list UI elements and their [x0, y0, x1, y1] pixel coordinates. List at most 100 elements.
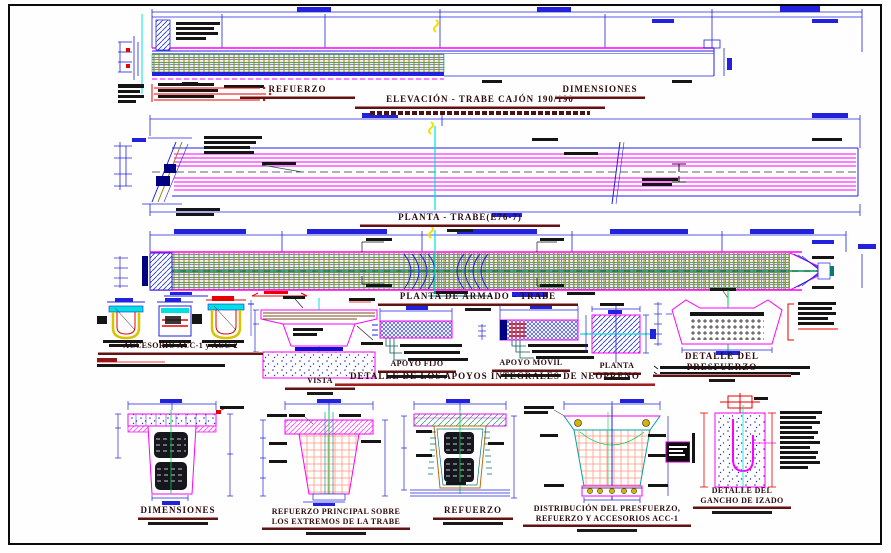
- title-gancho-line1: DETALLE DEL: [711, 486, 773, 495]
- vista-support-block: [262, 351, 376, 379]
- accesorio-drawing: [97, 296, 254, 367]
- dim-section-shape: [127, 410, 217, 495]
- title-dimensiones-top: DIMENSIONES: [555, 84, 645, 99]
- sheet-border-frame: [8, 4, 882, 545]
- anchor-marks: [672, 163, 686, 183]
- distribucion-drawing: [524, 399, 690, 503]
- acc-detail-1: [97, 298, 145, 347]
- planta-trabe-drawing: [114, 113, 861, 217]
- refuerzo-section: [410, 410, 510, 497]
- scale-smudge: [709, 378, 735, 382]
- presfuerzo-drawing: [653, 288, 838, 376]
- title-rule: [433, 516, 513, 520]
- scale-smudge: [465, 307, 491, 311]
- title-rule: [240, 95, 355, 99]
- dimensiones-section-drawing: [115, 399, 244, 505]
- title-rule: [378, 369, 456, 373]
- gancho-drawing: [692, 393, 822, 491]
- title-elevacion: ELEVACIÓN - TRABE CAJÓN 190/190: [355, 94, 605, 115]
- strand-lines: [174, 153, 856, 191]
- title-detalle-apoyos-label: DETALLE DE LOS APOYOS INTEGRALES DE NEOP…: [350, 371, 640, 381]
- title-dimensiones-bottom: DIMENSIONES: [138, 505, 218, 525]
- scale-smudge: [387, 374, 447, 378]
- title-refuerzo-extremos-line2: LOS EXTREMOS DE LA TRABE: [271, 516, 401, 526]
- title-rule: [355, 105, 605, 109]
- skewed-end: [142, 137, 192, 205]
- section-mark-icon: [428, 226, 434, 239]
- title-rule: [593, 371, 641, 375]
- title-rule: [555, 95, 645, 99]
- acc-detail-2: [157, 298, 193, 347]
- title-rule: [285, 386, 355, 390]
- title-rule: [653, 373, 791, 377]
- gancho-concrete-block: [714, 412, 766, 488]
- planta-dimension-frame: [114, 115, 861, 216]
- apoyo-movil-pad: [499, 319, 579, 341]
- title-gancho-line2: GANCHO DE IZADO: [700, 495, 784, 505]
- title-rule: [693, 506, 791, 510]
- strand-pattern: [690, 318, 764, 340]
- beam-plan-outline: [172, 147, 859, 197]
- apoyo-fijo-pad: [379, 320, 453, 339]
- armado-dim-lines: [149, 231, 863, 288]
- acc-notes: [97, 358, 225, 367]
- title-planta-apoyo-label: PLANTA: [599, 361, 635, 370]
- dim-section-dims: [115, 401, 233, 501]
- armado-dim-labels: [174, 229, 876, 249]
- refuerzo-extremos-drawing: [260, 399, 388, 506]
- title-planta-armado-label: PLANTA DE ARMADO - TRABE: [399, 291, 557, 301]
- title-dimensiones-bottom-label: DIMENSIONES: [140, 505, 216, 515]
- planta-apoyo-drawing: [580, 303, 656, 363]
- title-rule: [138, 516, 218, 520]
- gancho-notes: [780, 411, 822, 469]
- scale-smudge: [148, 521, 208, 525]
- title-planta-trabe: PLANTA - TRABE(E76-7): [360, 212, 560, 232]
- title-refuerzo-bottom: REFUERZO: [433, 505, 513, 525]
- title-accesorio: ACCESORIO ACC-1 y ACC-2: [98, 341, 263, 355]
- title-distribucion-line1: DISTRIBUCIÓN DEL PRESFUERZO,: [533, 504, 681, 513]
- title-planta-trabe-label: PLANTA - TRABE(E76-7): [398, 212, 522, 222]
- presfuerzo-note-block: [798, 302, 836, 325]
- section-mark-icon: [433, 19, 439, 33]
- distribucion-legend-box: [665, 441, 690, 463]
- scale-smudge: [577, 529, 637, 533]
- scale-smudge: [447, 228, 473, 232]
- reinforcement-legend: [118, 83, 272, 103]
- gancho-top-dims: [720, 393, 760, 415]
- end-anchor-detail: [155, 19, 171, 51]
- elevation-left-notes: [176, 22, 220, 40]
- scale-smudge: [501, 373, 561, 377]
- apoyo-fijo-leaders: [385, 338, 406, 361]
- scale-smudge: [307, 391, 333, 395]
- title-rule: [98, 351, 263, 355]
- title-rule: [492, 368, 570, 372]
- title-rule: [378, 302, 578, 306]
- title-distribucion: DISTRIBUCIÓN DEL PRESFUERZO, REFUERZO Y …: [523, 504, 691, 533]
- planta-notes: [176, 136, 842, 216]
- planta-armado-drawing: [114, 226, 876, 297]
- title-detalle-presfuerzo: DETALLE DEL PRESFUERZO: [653, 351, 791, 382]
- title-distribucion-line2: REFUERZO Y ACCESORIOS ACC-1: [535, 513, 679, 523]
- refuerzo-section-drawing: [401, 399, 517, 499]
- distribucion-section: [563, 406, 661, 500]
- title-accesorio-label: ACCESORIO ACC-1 y ACC-2: [123, 341, 238, 350]
- title-refuerzo-extremos-line1: REFUERZO PRINCIPAL SOBRE: [271, 507, 401, 516]
- title-refuerzo-extremos: REFUERZO PRINCIPAL SOBRE LOS EXTREMOS DE…: [262, 507, 410, 536]
- scale-smudge: [604, 376, 630, 380]
- title-refuerzo-bottom-label: REFUERZO: [443, 505, 502, 515]
- apoyo-movil-drawing: [478, 305, 594, 359]
- title-apoyo-movil: APOYO MOVIL: [492, 358, 570, 377]
- subtitle-smudge: [370, 110, 590, 115]
- section-mark-icon: [428, 121, 434, 135]
- title-refuerzo-top: REFUERZO: [240, 84, 355, 99]
- scale-smudge: [306, 532, 366, 536]
- title-rule: [335, 382, 655, 386]
- title-rule: [262, 527, 410, 531]
- title-detalle-presfuerzo-label: DETALLE DEL PRESFUERZO: [684, 351, 760, 372]
- title-apoyo-fijo-label: APOYO FIJO: [390, 359, 444, 368]
- title-gancho: DETALLE DEL GANCHO DE IZADO: [693, 486, 791, 515]
- title-vista: VISTA: [285, 376, 355, 395]
- acc-detail-3: [192, 296, 254, 347]
- planta-dim-labels: [132, 113, 848, 217]
